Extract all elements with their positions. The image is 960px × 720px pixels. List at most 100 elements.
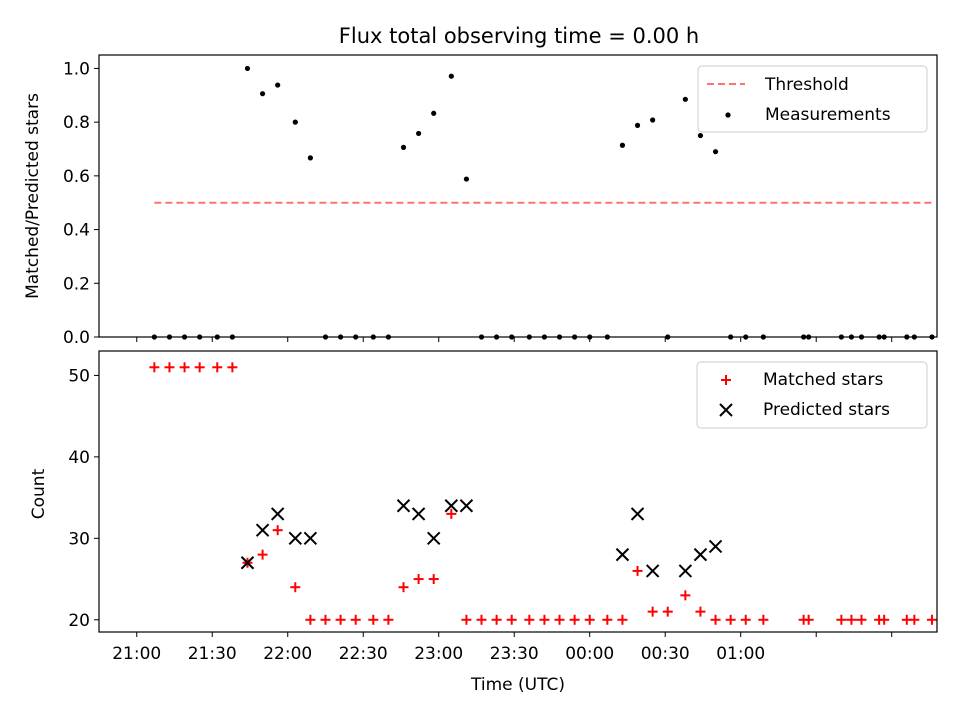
measurement-point [712,149,719,155]
measurement-point [400,144,407,150]
matched-star-point [320,614,331,625]
matched-star-point [539,614,550,625]
matched-star-point [194,362,205,373]
matched-star-point [413,574,424,585]
matched-star-point [909,614,920,625]
predicted-star-point [288,531,302,546]
measurement-point [619,142,626,148]
matched-star-point [428,574,439,585]
ratio-y-axis-label: Matched/Predicted stars [23,93,43,299]
measurement-point [682,96,688,102]
legend-measurements-swatch [725,112,731,118]
count-x-tick-label: 00:00 [565,644,614,664]
matched-star-point [758,614,769,625]
legend-matched-label: Matched stars [763,370,883,390]
count-x-tick-label: 21:30 [188,644,237,664]
matched-star-point [383,614,394,625]
matched-star-point [695,606,706,617]
legend-predicted-label: Predicted stars [763,400,890,420]
matched-star-point [149,362,160,373]
matched-star-point [662,606,673,617]
matched-star-point [879,614,890,625]
measurement-point [307,155,313,161]
ratio-panel-frame [98,54,938,338]
ratio-panel: 0.0 0.2 0.4 0.6 0.8 1.0 [63,59,935,348]
ratio-y-tick-label: 1.0 [63,59,90,79]
matched-star-point [305,614,316,625]
count-legend-box [696,361,928,429]
matched-star-point [846,614,857,625]
matched-star-point [461,614,472,625]
ratio-y-tick-label: 0.8 [63,113,90,133]
count-y-axis-label: Count [29,468,49,519]
predicted-star-point [708,539,723,554]
measurement-point [697,132,704,139]
count-panel: 20 30 40 50 21:00 21:30 22:00 22:30 23:00 23:30 00… [68,362,937,664]
ratio-y-tick-label: 0.2 [63,274,90,294]
count-x-tick-label: 01:00 [716,644,765,664]
matched-star-point [164,362,175,373]
predicted-star-point [615,547,630,562]
ratio-y-tick-label: 0.0 [63,328,90,348]
predicted-star-point [426,531,441,546]
count-y-tick-label: 20 [68,611,90,631]
ratio-y-tick-label: 0.4 [63,221,90,241]
measurement-point [292,119,298,125]
matched-star-point [856,614,867,625]
predicted-star-point [645,564,660,578]
legend-measurements-label: Measurements [765,105,891,125]
count-x-tick-label: 00:30 [641,644,690,664]
matched-star-point [554,614,565,625]
measurement-point [650,117,656,123]
count-y-tick-label: 50 [68,366,90,386]
predicted-star-point [411,507,426,521]
measurement-point [448,73,454,79]
predicted-star-point [693,547,708,562]
count-legend: Matched stars Predicted stars [696,361,928,429]
measurement-point [415,130,422,137]
predicted-star-point [630,507,645,521]
predicted-star-point [240,556,255,570]
predicted-star-point [459,499,474,513]
matched-star-point [647,606,658,617]
predicted-star-point [270,507,285,521]
matched-star-point [290,582,301,593]
matched-star-point [725,614,736,625]
count-panel-frame [98,350,938,633]
matched-star-point [680,590,691,601]
predicted-star-point [678,564,693,578]
matched-star-point [368,614,379,625]
matched-star-point [617,614,628,625]
predicted-star-point [396,499,411,513]
measurement-point [431,110,437,116]
matched-star-point [836,614,847,625]
legend-threshold-label: Threshold [764,75,849,95]
count-x-tick-label: 23:00 [414,644,463,664]
matched-star-point [926,614,937,625]
matched-star-point [272,525,283,536]
measurement-point [634,122,641,128]
matched-star-point [227,362,238,373]
matched-star-point [632,565,643,576]
matched-star-point [740,614,751,625]
count-x-tick-label: 21:00 [112,644,161,664]
count-x-axis-label: Time (UTC) [470,675,565,695]
count-x-tick-label: 22:00 [263,644,312,664]
measurement-point [244,65,251,72]
ratio-y-tick-label: 0.6 [63,167,90,187]
ratio-legend: Threshold Measurements [697,65,928,133]
legend-matched-swatch [721,375,731,385]
matched-star-point [350,614,361,625]
matched-star-point [398,582,409,593]
matched-star-point [476,614,487,625]
matched-star-point [569,614,580,625]
measurement-point [463,176,470,182]
matched-star-point [212,362,223,373]
predicted-star-point [444,499,459,513]
count-x-tick-label: 22:30 [339,644,388,664]
chart-title: Flux total observing time = 0.00 h [339,24,699,48]
matched-star-point [710,614,721,625]
measurement-point [259,91,266,97]
predicted-star-point [303,531,318,546]
